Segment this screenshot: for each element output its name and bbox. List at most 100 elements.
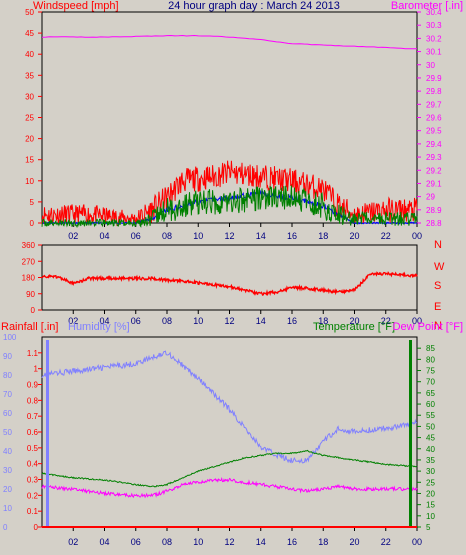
temperature-tick-label: 60 bbox=[426, 400, 435, 409]
series-wind-direction bbox=[41, 271, 418, 297]
x-tick-label: 22 bbox=[381, 231, 391, 241]
windspeed-tick-label: 40 bbox=[25, 50, 34, 59]
x-tick-label: 08 bbox=[162, 316, 172, 326]
humidity-tick-label: 50 bbox=[3, 428, 12, 437]
x-tick-label: 04 bbox=[99, 231, 109, 241]
series-dew-point bbox=[41, 476, 418, 499]
rainfall-tick-label: 0.3 bbox=[27, 476, 39, 485]
compass-label: S bbox=[434, 280, 441, 292]
x-tick-label: 14 bbox=[256, 231, 266, 241]
x-tick-label: 10 bbox=[193, 537, 203, 547]
temperature-tick-label: 50 bbox=[426, 422, 435, 431]
temperature-tick-label: 35 bbox=[426, 456, 435, 465]
rainfall-axis-label: Rainfall [.in] bbox=[1, 321, 58, 333]
windspeed-tick-label: 50 bbox=[25, 8, 34, 17]
x-tick-label: 20 bbox=[349, 537, 359, 547]
barometer-tick-label: 29.7 bbox=[426, 100, 442, 109]
rainfall-tick-label: 0.9 bbox=[27, 381, 39, 390]
windspeed-tick-label: 20 bbox=[25, 135, 34, 144]
barometer-tick-label: 30.3 bbox=[426, 21, 442, 30]
rainfall-tick-label: 0.7 bbox=[27, 412, 39, 421]
windspeed-tick-label: 15 bbox=[25, 156, 34, 165]
x-tick-label: 12 bbox=[224, 316, 234, 326]
rainfall-tick-label: 0.4 bbox=[27, 460, 39, 469]
temperature-tick-label: 30 bbox=[426, 467, 435, 476]
rainfall-tick-label: 0.8 bbox=[27, 396, 39, 405]
barometer-tick-label: 29.2 bbox=[426, 166, 442, 175]
direction-tick-label: 90 bbox=[26, 290, 35, 299]
barometer-tick-label: 28.8 bbox=[426, 219, 442, 228]
rainfall-tick-label: 0.5 bbox=[27, 444, 39, 453]
barometer-tick-label: 29.1 bbox=[426, 179, 442, 188]
humidity-tick-label: 10 bbox=[3, 504, 12, 513]
x-tick-label: 06 bbox=[131, 231, 141, 241]
series-barometer bbox=[41, 34, 417, 50]
barometer-tick-label: 28.9 bbox=[426, 206, 442, 215]
rainfall-tick-label: 0 bbox=[34, 523, 39, 532]
humidity-tick-label: 100 bbox=[3, 333, 17, 342]
temperature-tick-label: 55 bbox=[426, 411, 435, 420]
x-tick-label: 22 bbox=[381, 316, 391, 326]
temperature-tick-label: 10 bbox=[426, 512, 435, 521]
x-tick-label: 16 bbox=[287, 231, 297, 241]
x-tick-label: 18 bbox=[318, 231, 328, 241]
dewpoint-axis-label: Dew Point [°F] bbox=[393, 321, 463, 333]
temperature-tick-label: 65 bbox=[426, 389, 435, 398]
x-tick-label: 08 bbox=[162, 537, 172, 547]
barometer-axis-label: Barometer [.in] bbox=[391, 0, 463, 12]
humidity-tick-label: 70 bbox=[3, 390, 12, 399]
x-tick-label: 02 bbox=[68, 316, 78, 326]
temperature-tick-label: 75 bbox=[426, 367, 435, 376]
temperature-tick-label: 5 bbox=[426, 523, 431, 532]
temperature-tick-label: 20 bbox=[426, 489, 435, 498]
barometer-tick-label: 29.8 bbox=[426, 87, 442, 96]
direction-tick-label: 180 bbox=[22, 274, 36, 283]
rainfall-tick-label: 0.2 bbox=[27, 491, 39, 500]
windspeed-tick-label: 5 bbox=[30, 198, 35, 207]
rainfall-tick-label: 0.1 bbox=[27, 507, 39, 516]
windspeed-axis-label: Windspeed [mph] bbox=[33, 0, 119, 12]
humidity-tick-label: 40 bbox=[3, 447, 12, 456]
temperature-tick-label: 25 bbox=[426, 478, 435, 487]
temperature-axis-label: Temperature [°F] bbox=[313, 321, 395, 333]
compass-label: E bbox=[434, 301, 441, 313]
x-tick-label: 20 bbox=[349, 231, 359, 241]
series-temperature bbox=[41, 449, 418, 488]
humidity-tick-label: 20 bbox=[3, 485, 12, 494]
humidity-tick-label: 60 bbox=[3, 409, 12, 418]
rainfall-tick-label: 1.1 bbox=[27, 349, 39, 358]
x-tick-label: 22 bbox=[381, 537, 391, 547]
direction-tick-label: 270 bbox=[22, 257, 36, 266]
series-humidity bbox=[41, 350, 418, 464]
humidity-tick-label: 90 bbox=[3, 352, 12, 361]
x-tick-label: 14 bbox=[256, 537, 266, 547]
compass-label: N bbox=[434, 320, 442, 332]
temperature-tick-label: 70 bbox=[426, 378, 435, 387]
x-tick-label: 16 bbox=[287, 537, 297, 547]
x-tick-label: 04 bbox=[99, 537, 109, 547]
x-tick-label: 00 bbox=[412, 316, 422, 326]
series-windspeed-gust bbox=[41, 160, 418, 227]
compass-label: N bbox=[434, 239, 442, 251]
panel2-plot-area bbox=[41, 244, 418, 311]
humidity-tick-label: 0 bbox=[3, 523, 8, 532]
temperature-tick-label: 45 bbox=[426, 434, 435, 443]
x-tick-label: 14 bbox=[256, 316, 266, 326]
x-tick-label: 12 bbox=[224, 231, 234, 241]
barometer-tick-label: 30 bbox=[426, 61, 435, 70]
x-tick-label: 18 bbox=[318, 316, 328, 326]
windspeed-tick-label: 25 bbox=[25, 114, 34, 123]
x-tick-label: 08 bbox=[162, 231, 172, 241]
x-tick-label: 18 bbox=[318, 537, 328, 547]
barometer-tick-label: 29.4 bbox=[426, 140, 442, 149]
windspeed-tick-label: 10 bbox=[25, 177, 34, 186]
x-tick-label: 06 bbox=[131, 537, 141, 547]
barometer-tick-label: 30.1 bbox=[426, 48, 442, 57]
humidity-tick-label: 30 bbox=[3, 466, 12, 475]
x-tick-label: 00 bbox=[412, 537, 422, 547]
x-tick-label: 02 bbox=[68, 537, 78, 547]
temperature-tick-label: 80 bbox=[426, 355, 435, 364]
humidity-tick-label: 80 bbox=[3, 371, 12, 380]
x-tick-label: 02 bbox=[68, 231, 78, 241]
